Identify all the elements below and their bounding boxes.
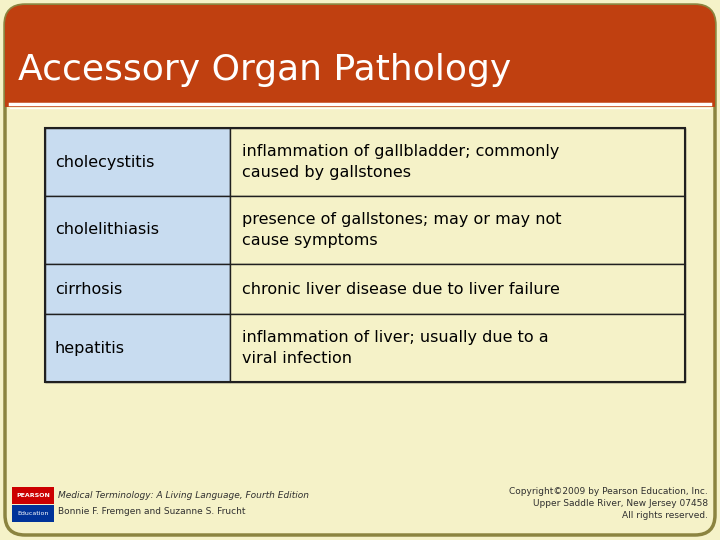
Bar (230, 196, 685, 264)
Bar (45, 128, 685, 382)
Text: Medical Terminology: A Living Language, Fourth Edition: Medical Terminology: A Living Language, … (58, 490, 309, 500)
Text: cirrhosis: cirrhosis (55, 281, 122, 296)
Bar (230, 264, 685, 314)
Text: cholelithiasis: cholelithiasis (55, 222, 159, 238)
Text: Accessory Organ Pathology: Accessory Organ Pathology (18, 53, 511, 87)
Text: cholecystitis: cholecystitis (55, 154, 154, 170)
FancyBboxPatch shape (5, 5, 715, 105)
Bar (45, 128, 230, 196)
Text: Upper Saddle River, New Jersey 07458: Upper Saddle River, New Jersey 07458 (533, 498, 708, 508)
Bar (45, 314, 230, 382)
Text: hepatitis: hepatitis (55, 341, 125, 355)
Text: chronic liver disease due to liver failure: chronic liver disease due to liver failu… (242, 281, 560, 296)
Bar (45, 196, 230, 264)
Bar (5, 75, 715, 107)
Bar (45, 264, 230, 314)
Text: All rights reserved.: All rights reserved. (622, 510, 708, 519)
Text: PEARSON: PEARSON (16, 493, 50, 498)
Bar (12, 505, 54, 522)
Text: Education: Education (17, 511, 49, 516)
Bar (230, 128, 685, 196)
Text: inflammation of liver; usually due to a
viral infection: inflammation of liver; usually due to a … (242, 330, 549, 366)
Bar (12, 487, 54, 504)
Text: Copyright©2009 by Pearson Education, Inc.: Copyright©2009 by Pearson Education, Inc… (509, 487, 708, 496)
Text: Bonnie F. Fremgen and Suzanne S. Frucht: Bonnie F. Fremgen and Suzanne S. Frucht (58, 507, 246, 516)
Text: inflammation of gallbladder; commonly
caused by gallstones: inflammation of gallbladder; commonly ca… (242, 144, 559, 180)
Text: presence of gallstones; may or may not
cause symptoms: presence of gallstones; may or may not c… (242, 212, 562, 248)
Bar (230, 314, 685, 382)
FancyBboxPatch shape (5, 5, 715, 535)
